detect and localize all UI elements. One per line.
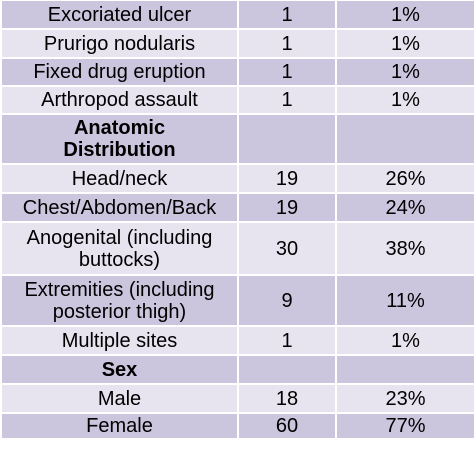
data-table: Excoriated ulcer 1 1% Prurigo nodularis …: [0, 0, 474, 440]
table-row: Prurigo nodularis 1 1%: [0, 28, 474, 59]
row-count: 1: [237, 0, 337, 30]
section-header-anatomic-distribution: Anatomic Distribution: [0, 113, 239, 165]
section-header-line: Anatomic: [73, 117, 166, 139]
row-percent: 1%: [335, 57, 474, 87]
table-row: Excoriated ulcer 1 1%: [0, 0, 474, 30]
row-label-line: Extremities (including: [24, 278, 215, 301]
row-label-line: posterior thigh): [52, 300, 187, 323]
row-percent: 1%: [335, 0, 474, 30]
row-count: 19: [237, 163, 337, 194]
row-count: 1: [237, 325, 337, 356]
row-label: Head/neck: [0, 163, 239, 194]
row-count: 1: [237, 28, 337, 59]
table-row: Multiple sites 1 1%: [0, 325, 474, 356]
row-label: Multiple sites: [0, 325, 239, 356]
row-label: Male: [0, 383, 239, 414]
table-row: Chest/Abdomen/Back 19 24%: [0, 192, 474, 223]
row-label: Prurigo nodularis: [0, 28, 239, 59]
row-label-line: Anogenital (including: [26, 226, 213, 249]
row-label: Arthropod assault: [0, 85, 239, 115]
row-percent: 26%: [335, 163, 474, 194]
row-label: Fixed drug eruption: [0, 57, 239, 87]
row-label: Excoriated ulcer: [0, 0, 239, 30]
section-header-row: Anatomic Distribution: [0, 113, 474, 165]
row-label: Extremities (including posterior thigh): [0, 274, 239, 327]
row-percent: 1%: [335, 325, 474, 356]
row-count: 18: [237, 383, 337, 414]
row-percent: 1%: [335, 85, 474, 115]
row-percent: 24%: [335, 192, 474, 223]
row-count: 1: [237, 85, 337, 115]
empty-cell: [237, 354, 337, 385]
row-label-line: buttocks): [78, 248, 161, 271]
section-header-sex: Sex: [0, 354, 239, 385]
row-percent: 23%: [335, 383, 474, 414]
section-header-row: Sex: [0, 354, 474, 385]
row-label: Anogenital (including buttocks): [0, 221, 239, 276]
table-row: Anogenital (including buttocks) 30 38%: [0, 221, 474, 276]
table-row: Head/neck 19 26%: [0, 163, 474, 194]
row-count: 1: [237, 57, 337, 87]
row-percent: 38%: [335, 221, 474, 276]
row-label: Chest/Abdomen/Back: [0, 192, 239, 223]
table-row: Arthropod assault 1 1%: [0, 85, 474, 115]
empty-cell: [335, 113, 474, 165]
row-count: 19: [237, 192, 337, 223]
table-row: Fixed drug eruption 1 1%: [0, 57, 474, 87]
row-percent: 77%: [335, 412, 474, 440]
table-row: Extremities (including posterior thigh) …: [0, 274, 474, 327]
empty-cell: [335, 354, 474, 385]
row-count: 30: [237, 221, 337, 276]
row-percent: 1%: [335, 28, 474, 59]
row-count: 60: [237, 412, 337, 440]
section-header-line: Distribution: [63, 139, 176, 161]
table-row: Female 60 77%: [0, 412, 474, 440]
row-percent: 11%: [335, 274, 474, 327]
row-label: Female: [0, 412, 239, 440]
table-row: Male 18 23%: [0, 383, 474, 414]
empty-cell: [237, 113, 337, 165]
row-count: 9: [237, 274, 337, 327]
